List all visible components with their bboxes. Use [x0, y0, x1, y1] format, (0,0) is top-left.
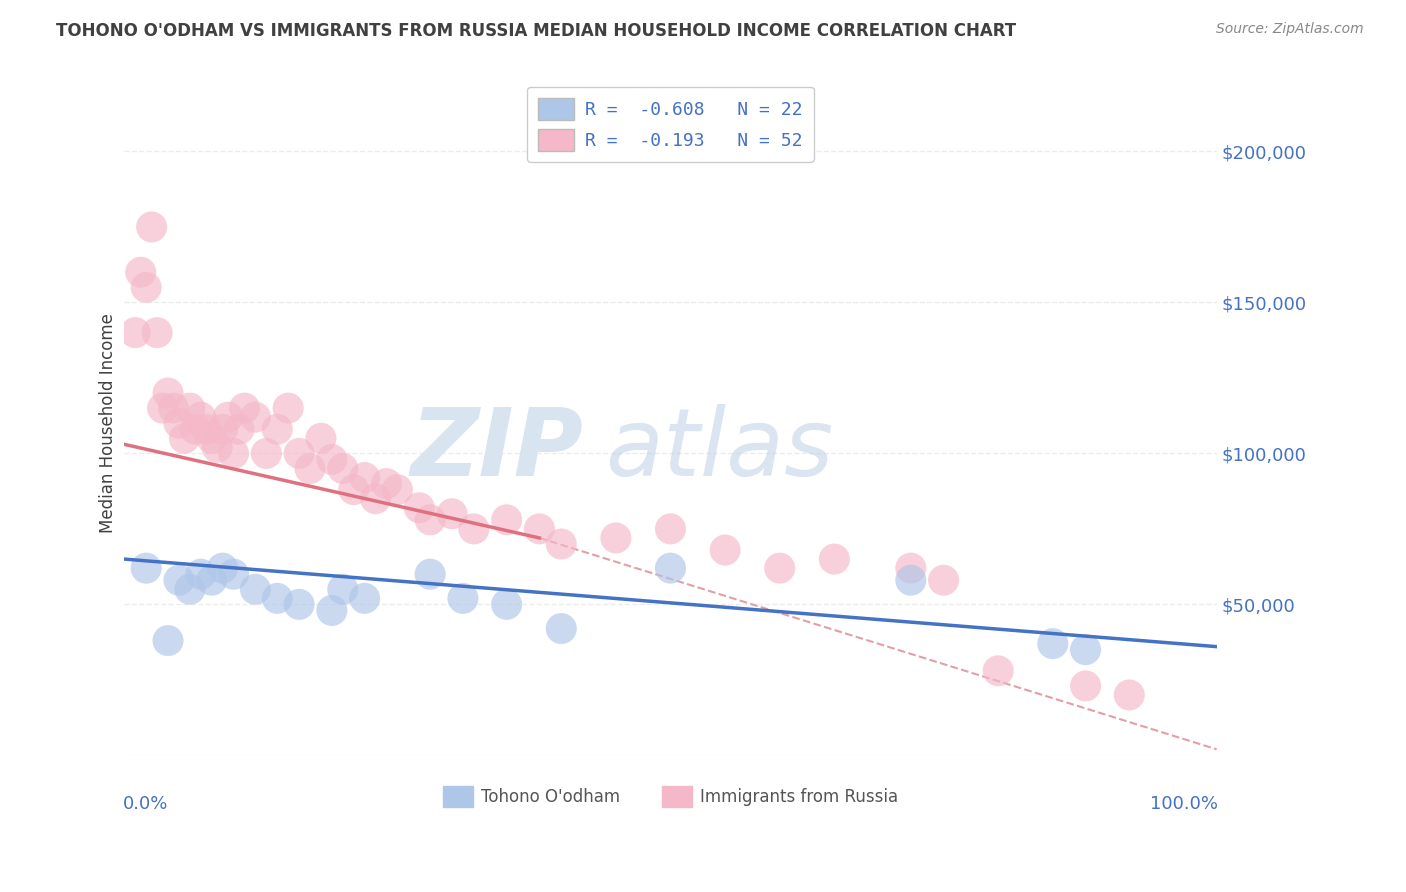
Point: [364, 491, 387, 506]
Point: [353, 591, 375, 606]
Point: [167, 573, 190, 587]
Y-axis label: Median Household Income: Median Household Income: [100, 313, 117, 533]
Point: [266, 591, 288, 606]
Point: [419, 513, 441, 527]
Point: [167, 416, 190, 430]
Point: [222, 567, 245, 582]
Point: [245, 582, 267, 597]
Point: [375, 476, 398, 491]
Point: [769, 561, 792, 575]
Point: [288, 446, 311, 460]
Point: [135, 561, 157, 575]
Point: [205, 441, 228, 455]
Point: [1118, 688, 1140, 702]
Point: [550, 622, 572, 636]
Point: [419, 567, 441, 582]
Text: TOHONO O'ODHAM VS IMMIGRANTS FROM RUSSIA MEDIAN HOUSEHOLD INCOME CORRELATION CHA: TOHONO O'ODHAM VS IMMIGRANTS FROM RUSSIA…: [56, 22, 1017, 40]
Point: [162, 401, 184, 416]
Point: [201, 573, 224, 587]
Point: [440, 507, 463, 521]
Point: [932, 573, 955, 587]
Point: [343, 483, 366, 497]
Point: [1074, 642, 1097, 657]
Point: [451, 591, 474, 606]
Point: [233, 401, 256, 416]
Text: Source: ZipAtlas.com: Source: ZipAtlas.com: [1216, 22, 1364, 37]
Point: [321, 452, 343, 467]
Point: [550, 537, 572, 551]
Point: [321, 603, 343, 617]
Point: [266, 422, 288, 436]
Point: [495, 513, 517, 527]
Point: [129, 265, 152, 279]
Point: [135, 280, 157, 294]
Point: [190, 410, 212, 425]
Point: [141, 219, 163, 234]
Point: [408, 500, 430, 515]
Point: [987, 664, 1010, 678]
Point: [900, 561, 922, 575]
Point: [659, 522, 682, 536]
Point: [152, 401, 174, 416]
Point: [190, 567, 212, 582]
Point: [1042, 637, 1064, 651]
Point: [1074, 679, 1097, 693]
Point: [299, 461, 322, 475]
Point: [146, 326, 169, 340]
Point: [659, 561, 682, 575]
Point: [332, 582, 354, 597]
Text: 100.0%: 100.0%: [1150, 795, 1218, 814]
Point: [157, 633, 180, 648]
Point: [211, 561, 233, 575]
Point: [157, 386, 180, 401]
Point: [332, 461, 354, 475]
Point: [353, 470, 375, 484]
Point: [288, 598, 311, 612]
Point: [309, 431, 332, 445]
Point: [173, 431, 195, 445]
Point: [245, 410, 267, 425]
Text: atlas: atlas: [605, 404, 834, 495]
Point: [605, 531, 627, 545]
Point: [823, 552, 845, 566]
Point: [900, 573, 922, 587]
Point: [222, 446, 245, 460]
Point: [179, 401, 201, 416]
Point: [124, 326, 146, 340]
Point: [228, 422, 250, 436]
Point: [254, 446, 277, 460]
Point: [211, 422, 233, 436]
Point: [217, 410, 239, 425]
Legend: R =  -0.608   N = 22, R =  -0.193   N = 52: R = -0.608 N = 22, R = -0.193 N = 52: [527, 87, 814, 161]
Text: 0.0%: 0.0%: [124, 795, 169, 814]
Point: [714, 543, 737, 558]
Point: [463, 522, 485, 536]
Point: [387, 483, 409, 497]
Point: [195, 422, 218, 436]
Point: [495, 598, 517, 612]
Text: ZIP: ZIP: [411, 404, 583, 496]
Point: [184, 422, 207, 436]
Point: [277, 401, 299, 416]
Point: [529, 522, 551, 536]
Point: [179, 582, 201, 597]
Point: [201, 431, 224, 445]
